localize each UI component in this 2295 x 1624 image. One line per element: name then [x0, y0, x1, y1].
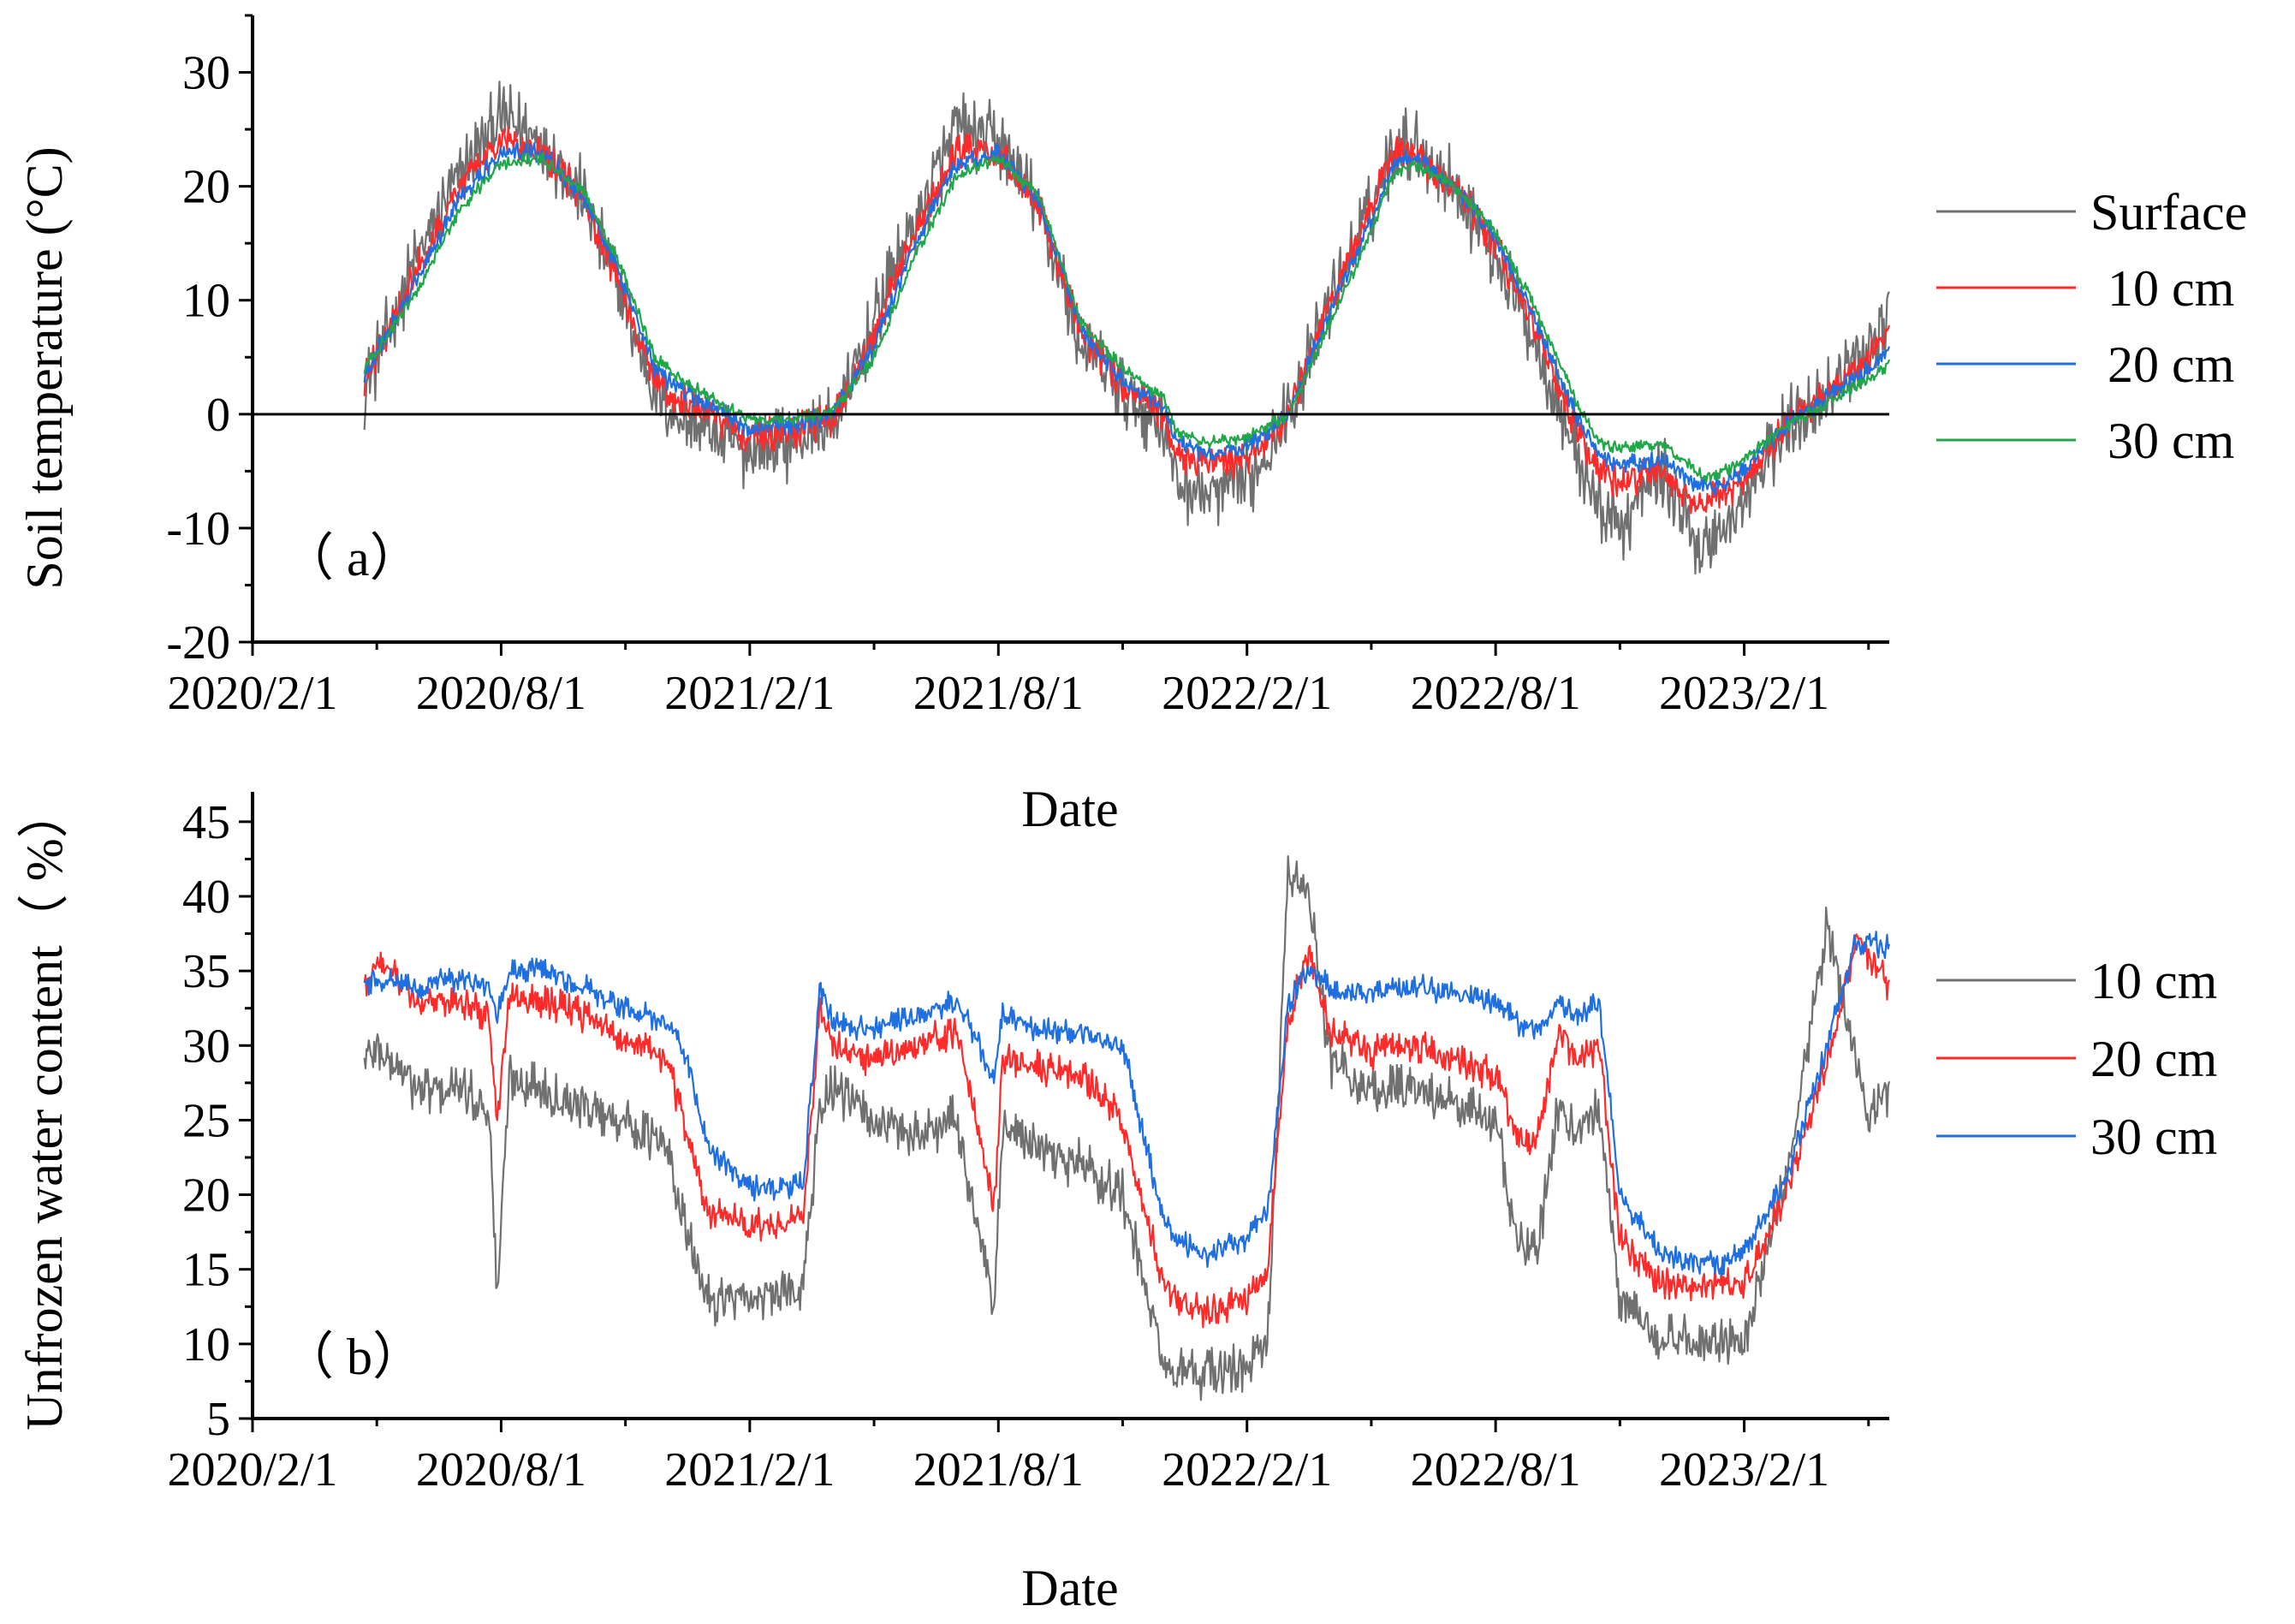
panel-b-series-30cm [364, 931, 1891, 1276]
panel-a-series-surface [363, 80, 1890, 575]
panel-b-x-tick-label: 2023/2/1 [1659, 1443, 1829, 1496]
panel-b-y-tick-label: 25 [182, 1094, 230, 1147]
panel-b-y-tick-label: 40 [182, 871, 230, 924]
panel-a-x-tick-label: 2021/8/1 [913, 667, 1084, 720]
panel-b-tag: （ b） [282, 1329, 424, 1385]
panel-b-series-20cm [363, 933, 1891, 1329]
panel-a-x-tick-label: 2020/2/1 [167, 667, 337, 720]
panel-a-x-tick-label: 2023/2/1 [1659, 667, 1829, 720]
panel-b-y-tick-label: 35 [182, 945, 230, 998]
panel-b-x-tick-label: 2020/2/1 [167, 1443, 337, 1496]
panel-b-y-tick-label: 30 [182, 1020, 230, 1073]
panel-b-unfrozen-water: 5 10 15 20 25 30 35 40 45 2020/2/1 2020/8/1 2021/2/… [16, 787, 2217, 1616]
panel-b-x-tick-label: 2021/2/1 [664, 1443, 835, 1496]
panel-a-y-axis-title: Soil temperature (°C) [16, 146, 73, 589]
panel-b-x-axis-title: Date [1021, 1560, 1118, 1616]
panel-a-y-tick-label: 0 [206, 389, 230, 442]
panel-a-series-30cm [363, 152, 1891, 484]
panel-b-y-axis-title: Unfrozen water content（ %） [16, 787, 73, 1430]
panel-a-y-tick-label: 30 [182, 47, 230, 100]
panel-a-tag: （ a） [282, 530, 421, 586]
panel-a-axes: -20 -10 0 10 20 30 2020/2/1 2020/8/1 2021/2/1 202… [166, 14, 1889, 720]
panel-a-series-10cm [363, 127, 1891, 515]
panel-b-x-tick-label: 2021/8/1 [913, 1443, 1084, 1496]
panel-a-x-tick-label: 2022/8/1 [1411, 667, 1581, 720]
panel-a-x-axis-title: Date [1021, 781, 1118, 837]
legend-a-label-10cm: 10 cm [2108, 260, 2234, 317]
panel-b-series-group [363, 854, 1891, 1401]
panel-b-x-tick-label: 2022/2/1 [1162, 1443, 1332, 1496]
panel-a-y-tick-label: 10 [182, 275, 230, 328]
panel-b-legend: 10 cm 20 cm 30 cm [1936, 953, 2217, 1165]
panel-b-y-tick-label: 20 [182, 1169, 230, 1222]
panel-b-axes: 5 10 15 20 25 30 35 40 45 2020/2/1 2020/8/1 2021/2/… [167, 792, 1889, 1496]
panel-a-x-tick-label: 2021/2/1 [664, 667, 835, 720]
panel-a-x-tick-label: 2022/2/1 [1162, 667, 1332, 720]
panel-a-y-tick-label: -10 [166, 503, 230, 556]
panel-b-series-10cm [363, 854, 1891, 1401]
panel-a-legend: Surface 10 cm 20 cm 30 cm [1936, 184, 2247, 469]
panel-b-y-tick-label: 10 [182, 1318, 230, 1371]
panel-a-y-tick-label: -20 [166, 616, 230, 669]
panel-b-x-tick-label: 2022/8/1 [1411, 1443, 1581, 1496]
panel-b-y-tick-label: 5 [206, 1393, 230, 1446]
panel-b-y-tick-label: 15 [182, 1244, 230, 1297]
panel-a-series-group [363, 80, 1891, 575]
panel-b-y-tick-label: 45 [182, 796, 230, 849]
legend-a-label-20cm: 20 cm [2108, 336, 2234, 393]
panel-a-y-tick-label: 20 [182, 161, 230, 214]
panel-a-soil-temperature: -20 -10 0 10 20 30 2020/2/1 2020/8/1 2021/2/1 202… [16, 14, 2247, 837]
legend-a-label-30cm: 30 cm [2108, 413, 2234, 469]
legend-b-label-10cm: 10 cm [2090, 953, 2217, 1009]
legend-a-label-surface: Surface [2090, 184, 2247, 241]
legend-b-label-20cm: 20 cm [2090, 1031, 2217, 1087]
panel-a-x-tick-label: 2020/8/1 [416, 667, 586, 720]
panel-b-x-tick-label: 2020/8/1 [416, 1443, 586, 1496]
panel-a-series-20cm [363, 141, 1891, 497]
legend-b-label-30cm: 30 cm [2090, 1109, 2217, 1165]
